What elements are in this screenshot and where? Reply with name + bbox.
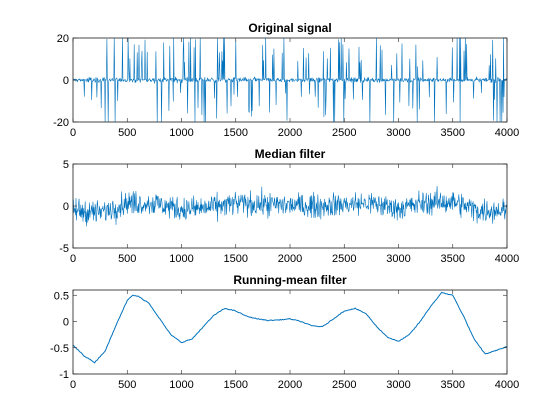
x-tick-label: 500 bbox=[118, 253, 136, 265]
x-tick-label: 2500 bbox=[332, 253, 356, 265]
x-tick-label: 3000 bbox=[386, 379, 410, 391]
series-line bbox=[72, 291, 508, 364]
x-tick-label: 1500 bbox=[224, 127, 248, 139]
y-tick-label: 0 bbox=[63, 317, 69, 329]
y-tick-label: -5 bbox=[59, 243, 69, 255]
y-tick-label: 0 bbox=[63, 75, 69, 87]
x-tick-label: 2000 bbox=[278, 379, 302, 391]
subplot-1: 0 500 1000 1500 2000 2500 3000 3500 4000-20020Or… bbox=[53, 21, 519, 139]
x-tick-label: 1500 bbox=[224, 379, 248, 391]
x-tick-label: 4000 bbox=[495, 379, 519, 391]
x-tick-label: 4000 bbox=[495, 253, 519, 265]
chart-title: Original signal bbox=[248, 21, 331, 35]
x-tick-label: 3500 bbox=[441, 253, 465, 265]
y-tick-label: -0.5 bbox=[50, 343, 69, 355]
subplot-3: 0 500 1000 1500 2000 2500 3000 3500 4000 -1 -0.5 0 0… bbox=[50, 273, 519, 391]
x-tick-label: 2000 bbox=[278, 127, 302, 139]
x-tick-label: 0 bbox=[70, 127, 76, 139]
series-line bbox=[73, 37, 508, 123]
x-tick-label: 2500 bbox=[332, 379, 356, 391]
x-tick-label: 1000 bbox=[169, 127, 193, 139]
y-tick-label: -20 bbox=[53, 117, 69, 129]
x-tick-label: 2500 bbox=[332, 127, 356, 139]
plot-area bbox=[72, 289, 508, 375]
x-tick-label: 3500 bbox=[441, 127, 465, 139]
chart-title: Median filter bbox=[255, 147, 326, 161]
x-tick-label: 0 bbox=[70, 379, 76, 391]
x-tick-label: 4000 bbox=[495, 127, 519, 139]
y-tick-label: -1 bbox=[59, 369, 69, 381]
x-tick-label: 500 bbox=[118, 379, 136, 391]
x-tick-label: 3000 bbox=[386, 253, 410, 265]
chart-title: Running-mean filter bbox=[233, 273, 347, 287]
x-tick-label: 1000 bbox=[169, 253, 193, 265]
x-tick-label: 3500 bbox=[441, 379, 465, 391]
y-tick-label: 0.5 bbox=[54, 290, 69, 302]
subplot-2: 0 500 1000 1500 2000 2500 3000 3500 4000-505Medi… bbox=[59, 147, 519, 265]
x-tick-label: 0 bbox=[70, 253, 76, 265]
x-tick-label: 1500 bbox=[224, 253, 248, 265]
y-tick-label: 20 bbox=[57, 33, 69, 45]
y-tick-label: 0 bbox=[63, 201, 69, 213]
y-tick-label: 5 bbox=[63, 159, 69, 171]
x-tick-label: 1000 bbox=[169, 379, 193, 391]
x-tick-label: 3000 bbox=[386, 127, 410, 139]
x-tick-label: 500 bbox=[118, 127, 136, 139]
x-tick-label: 2000 bbox=[278, 253, 302, 265]
series-line bbox=[72, 186, 508, 227]
